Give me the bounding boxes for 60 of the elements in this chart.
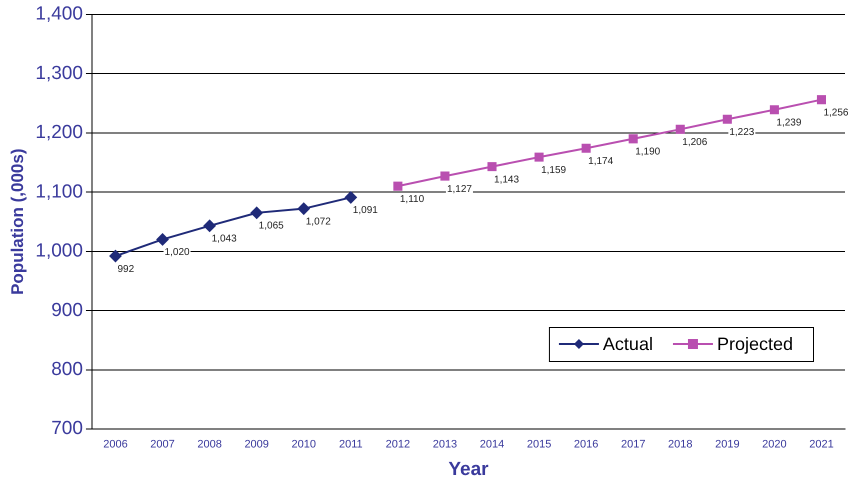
y-tick-label: 700 xyxy=(51,418,83,440)
x-tick-label: 2011 xyxy=(338,438,363,451)
point xyxy=(393,182,402,191)
point xyxy=(298,202,310,215)
y-tick-label: 1,000 xyxy=(35,240,83,262)
data-label: 1,190 xyxy=(635,146,661,158)
data-label: 1,174 xyxy=(588,156,614,168)
point xyxy=(250,206,263,219)
point xyxy=(676,124,685,134)
data-label: 1,072 xyxy=(306,216,332,228)
x-tick-label: 2012 xyxy=(386,438,410,451)
point xyxy=(722,114,732,124)
y-tick-label: 1,100 xyxy=(35,181,83,202)
data-label: 1,223 xyxy=(729,126,755,138)
data-label: 1,020 xyxy=(164,247,190,258)
legend-label: Projected xyxy=(716,334,794,354)
data-label: 992 xyxy=(117,264,135,275)
data-label: 1,065 xyxy=(258,220,284,232)
y-tick-label: 900 xyxy=(51,300,83,321)
x-tick-label: 2021 xyxy=(809,438,834,451)
x-tick-label: 2019 xyxy=(715,438,740,451)
data-label: 1,091 xyxy=(352,205,378,216)
point xyxy=(344,191,357,204)
point xyxy=(534,152,544,162)
x-tick-label: 2009 xyxy=(244,438,269,451)
legend-label: Actual xyxy=(602,334,653,354)
point xyxy=(204,220,216,232)
x-axis-title: Year xyxy=(448,458,490,480)
x-tick-label: 2014 xyxy=(480,438,504,451)
point xyxy=(816,95,826,104)
x-tick-label: 2006 xyxy=(103,438,128,451)
y-tick-label: 800 xyxy=(51,359,83,380)
x-tick-label: 2010 xyxy=(292,438,316,451)
x-tick-label: 2013 xyxy=(432,438,458,451)
point xyxy=(770,105,779,114)
point xyxy=(628,134,638,144)
data-label: 1,256 xyxy=(823,107,849,118)
y-axis-title: Population (,000s) xyxy=(8,148,27,295)
data-label: 1,159 xyxy=(541,164,567,176)
y-tick-label: 1,300 xyxy=(35,62,83,84)
point xyxy=(582,144,591,153)
x-tick-label: 2016 xyxy=(574,438,598,451)
data-label: 1,127 xyxy=(446,184,472,195)
data-label: 1,110 xyxy=(400,194,425,205)
y-tick-label: 1,400 xyxy=(35,4,83,25)
point xyxy=(440,172,450,181)
x-tick-label: 2020 xyxy=(762,438,787,451)
point xyxy=(109,250,122,262)
data-label: 1,043 xyxy=(212,234,238,245)
data-label: 1,239 xyxy=(776,118,802,129)
x-tick-label: 2007 xyxy=(150,438,175,451)
y-tick-label: 1,200 xyxy=(35,122,83,144)
x-tick-label: 2018 xyxy=(668,438,693,451)
point xyxy=(487,162,497,172)
x-tick-label: 2015 xyxy=(526,438,552,451)
data-label: 1,143 xyxy=(494,174,520,186)
x-tick-label: 2017 xyxy=(620,438,646,451)
x-tick-label: 2008 xyxy=(197,438,222,451)
point xyxy=(156,233,169,246)
data-label: 1,206 xyxy=(682,137,708,148)
